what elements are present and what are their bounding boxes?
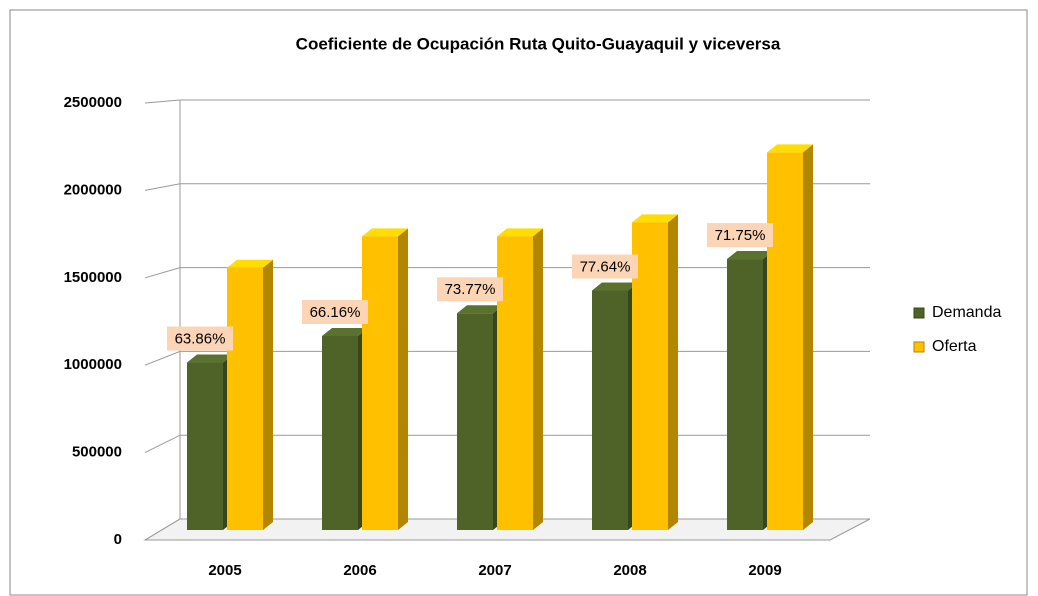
- bar-side: [263, 259, 273, 530]
- bar: [322, 335, 358, 530]
- grid-line: [144, 99, 870, 104]
- y-tick-label: 500000: [72, 444, 122, 461]
- y-tick-label: 2000000: [64, 181, 122, 198]
- bar-top: [227, 259, 273, 268]
- y-tick-label: 0: [114, 531, 122, 548]
- bar-top: [727, 251, 773, 260]
- bar-top: [632, 214, 678, 223]
- bar-top: [457, 305, 503, 314]
- y-tick-label: 2500000: [64, 94, 122, 111]
- bar-top: [592, 282, 638, 291]
- bar-side: [668, 214, 678, 531]
- bar: [227, 267, 263, 530]
- legend-label: Oferta: [932, 338, 977, 355]
- occupancy-label-box: [572, 254, 638, 279]
- bar: [457, 313, 493, 530]
- bar: [767, 152, 803, 530]
- bar-top: [362, 228, 408, 237]
- occupancy-label-box: [437, 277, 503, 302]
- occupancy-label-box: [707, 223, 773, 248]
- bar-side: [803, 144, 813, 530]
- occupancy-label: 66.16%: [310, 304, 361, 321]
- bar-top: [497, 228, 543, 237]
- bar-top: [767, 144, 813, 153]
- bar: [592, 290, 628, 530]
- x-tick-label: 2006: [343, 562, 376, 579]
- grid-line: [144, 183, 870, 191]
- occupancy-label: 63.86%: [175, 331, 226, 348]
- bar-top: [187, 354, 233, 363]
- legend-label: Demanda: [932, 304, 1001, 321]
- x-tick-label: 2009: [748, 562, 781, 579]
- bar-top: [322, 327, 368, 336]
- occupancy-label: 77.64%: [580, 258, 631, 275]
- bar: [187, 362, 223, 530]
- occupancy-label-box: [302, 299, 368, 324]
- x-tick-label: 2007: [478, 562, 511, 579]
- bar: [727, 259, 763, 530]
- bar-side: [533, 228, 543, 530]
- bar-side: [398, 228, 408, 530]
- y-tick-label: 1000000: [64, 356, 122, 373]
- occupancy-label: 73.77%: [445, 281, 496, 298]
- legend-swatch: [913, 341, 925, 353]
- x-tick-label: 2005: [208, 562, 241, 579]
- bar: [362, 236, 398, 530]
- occupancy-label: 71.75%: [715, 227, 766, 244]
- legend-swatch: [913, 307, 925, 319]
- chart-title: Coeficiente de Ocupación Ruta Quito-Guay…: [296, 34, 781, 53]
- y-tick-label: 1500000: [64, 269, 122, 286]
- occupancy-label-box: [167, 326, 233, 351]
- x-tick-label: 2008: [613, 562, 646, 579]
